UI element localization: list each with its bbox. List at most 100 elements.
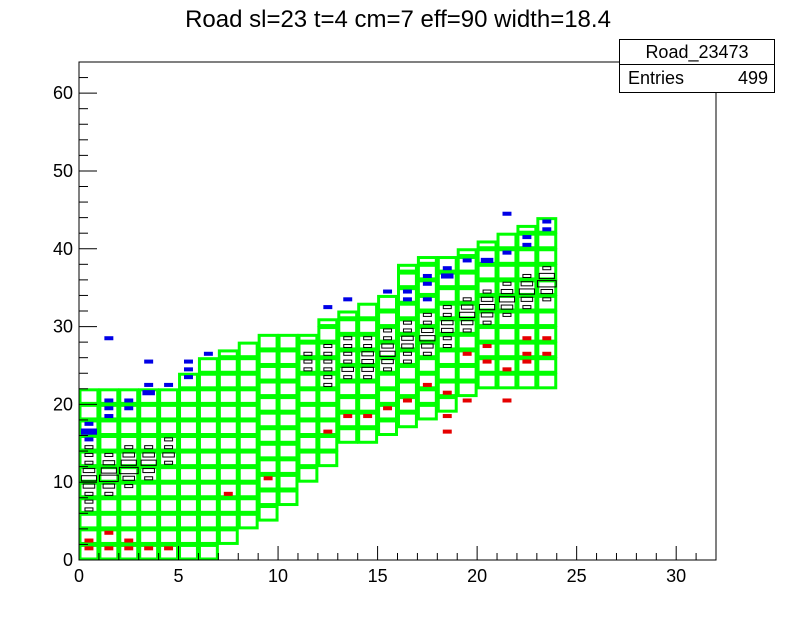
road-window-cell [357,364,379,382]
road-window-cell [456,256,478,273]
road-window-cell [416,294,438,312]
cell-box-black [363,343,373,349]
cell-box-black [402,328,412,333]
cell-box-black [104,452,114,457]
road-window-cell [237,419,259,436]
cell-box-red [442,414,452,419]
cell-box-black [522,305,532,310]
cell-box-black [482,289,492,294]
road-window-cell [237,403,259,421]
road-window-cell [297,333,319,343]
road-window-cell [197,450,219,468]
road-window-cell [138,497,160,514]
road-window-cell [416,403,438,421]
road-window-cell [397,364,418,382]
road-window-cell [257,489,279,507]
road-window-cell [516,310,538,328]
road-window-cell [178,435,199,452]
road-window-cell [158,466,180,483]
road-window-cell [416,310,438,328]
cell-box-black [84,452,94,457]
road-window-cell [416,263,438,281]
cell-box-black [442,312,452,317]
cell-box-black [401,343,414,349]
cell-box-black [520,296,534,302]
road-window-cell [357,411,379,429]
road-window-cell [277,396,299,413]
road-window-cell [257,380,279,398]
cell-box-black [421,327,434,334]
cell-box-black [442,343,452,349]
cell-box-black [80,475,98,482]
cell-box-blue [144,359,154,364]
cell-box-red [124,538,134,543]
road-window-cell [516,357,538,374]
road-window-cell [138,466,160,483]
cell-box-red [323,429,333,434]
cell-box-black [500,304,514,310]
road-window-cell [197,388,219,405]
road-window-cell [257,411,279,429]
road-window [78,217,558,561]
road-window-cell [217,419,239,436]
road-window-cell [476,372,498,390]
cell-box-black [520,281,534,287]
road-window-cell [158,497,180,514]
cell-box-black [102,483,116,489]
road-window-cell [118,543,140,561]
road-window-cell [377,372,398,390]
road-window-cell [237,512,259,530]
cell-box-black [343,359,353,364]
road-window-cell [257,333,279,351]
cell-box-black [402,320,412,325]
road-window-cell [118,497,140,514]
road-window-cell [217,357,239,374]
cell-box-black [363,336,373,341]
cell-box-black [381,343,394,349]
x-tick-label: 10 [268,566,288,586]
road-window-cell [118,481,140,499]
road-window-cell [197,528,219,545]
cell-box-black [343,343,353,349]
road-window-cell [516,232,538,250]
road-window-cell [337,364,359,382]
road-window-cell [118,435,140,452]
x-tick-label: 15 [368,566,388,586]
cell-box-black [323,359,333,364]
road-window-cell [496,310,518,328]
cell-box-black [502,312,512,317]
cell-box-black [540,288,554,295]
cell-box-black [482,320,492,325]
cell-box-black [343,375,353,380]
road-window-cell [456,364,478,382]
cell-box-black [323,367,333,372]
cell-box-red [223,491,233,496]
road-window-cell [217,497,239,514]
cell-box-blue [142,390,155,396]
road-window-cell [476,263,498,281]
cell-box-red [442,429,452,434]
road-window-cell [158,419,180,436]
cell-box-black [542,266,552,271]
road-window-cell [297,388,319,405]
road-window-cell [98,543,120,561]
road-window-cell [158,450,180,468]
cell-box-red [422,382,432,387]
cell-box-blue [104,336,114,341]
road-window-cell [337,411,359,429]
road-window-cell [257,458,279,475]
road-window-cell [197,481,219,499]
cell-box-black [144,476,154,481]
cell-box-black [303,351,313,356]
road-window-cell [277,349,299,366]
cell-box-black [104,491,114,496]
road-window-cell [197,512,219,530]
road-window-cell [496,232,518,250]
road-window-cell [536,341,558,359]
histogram-cells [80,211,557,551]
road-window-cell [436,333,458,351]
cell-box-black [460,320,474,326]
road-window-cell [178,543,199,561]
road-window-cell [516,263,538,281]
